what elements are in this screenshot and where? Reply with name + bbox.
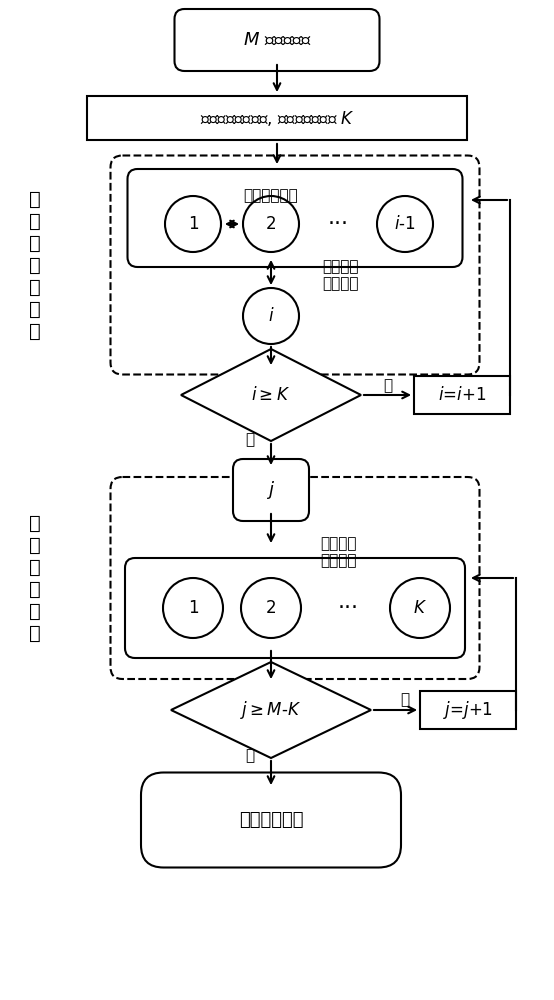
Text: $i$: $i$ xyxy=(268,307,274,325)
FancyBboxPatch shape xyxy=(420,691,516,729)
Text: 输出聚类结果: 输出聚类结果 xyxy=(239,811,303,829)
Text: 最小相关系数: 最小相关系数 xyxy=(244,188,299,204)
Text: 是: 是 xyxy=(245,748,254,764)
Circle shape xyxy=(165,196,221,252)
FancyBboxPatch shape xyxy=(125,558,465,658)
Circle shape xyxy=(243,288,299,344)
Polygon shape xyxy=(171,662,371,758)
Polygon shape xyxy=(181,349,361,441)
FancyBboxPatch shape xyxy=(175,9,379,71)
Circle shape xyxy=(243,196,299,252)
Text: $i\geq K$: $i\geq K$ xyxy=(252,386,290,404)
FancyBboxPatch shape xyxy=(414,376,510,414)
Text: 是: 是 xyxy=(245,432,254,448)
Text: 1: 1 xyxy=(188,599,198,617)
Text: 特
征
归
类
过
程: 特 征 归 类 过 程 xyxy=(29,514,41,643)
Text: 类
中
心
选
择
过
程: 类 中 心 选 择 过 程 xyxy=(29,190,41,340)
Text: $j\geq M$-$K$: $j\geq M$-$K$ xyxy=(240,699,301,721)
Text: 否: 否 xyxy=(401,692,409,708)
Text: 计算相关系数矩阵, 并初始化聚类数 $K$: 计算相关系数矩阵, 并初始化聚类数 $K$ xyxy=(199,108,355,127)
Text: 否: 否 xyxy=(383,378,393,393)
Text: $i$=$i$+1: $i$=$i$+1 xyxy=(438,386,486,404)
Circle shape xyxy=(377,196,433,252)
FancyBboxPatch shape xyxy=(127,169,463,267)
FancyBboxPatch shape xyxy=(87,96,467,140)
Circle shape xyxy=(390,578,450,638)
Text: $j$=$j$+1: $j$=$j$+1 xyxy=(443,699,493,721)
Text: ···: ··· xyxy=(327,214,348,234)
Text: $j$: $j$ xyxy=(266,479,275,501)
Text: ···: ··· xyxy=(337,598,358,618)
Text: $i$-1: $i$-1 xyxy=(394,215,416,233)
Circle shape xyxy=(163,578,223,638)
Text: 1: 1 xyxy=(188,215,198,233)
Text: 最小平均
相关系数: 最小平均 相关系数 xyxy=(322,259,358,291)
Text: $M$ 个原始特征: $M$ 个原始特征 xyxy=(243,31,311,49)
Text: 最大平均
相关系数: 最大平均 相关系数 xyxy=(320,536,357,568)
FancyBboxPatch shape xyxy=(141,772,401,867)
Text: 2: 2 xyxy=(266,599,276,617)
Text: $K$: $K$ xyxy=(413,599,427,617)
Text: 2: 2 xyxy=(266,215,276,233)
FancyBboxPatch shape xyxy=(233,459,309,521)
Circle shape xyxy=(241,578,301,638)
